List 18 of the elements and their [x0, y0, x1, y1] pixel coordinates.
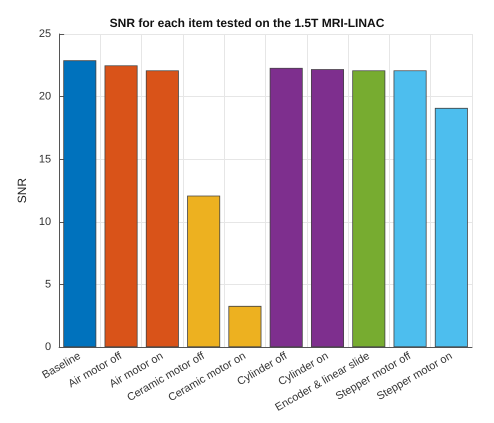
bar: [104, 65, 138, 348]
bar: [187, 196, 220, 348]
bar: [270, 68, 303, 348]
bar: [352, 70, 386, 348]
y-tick-label: 0: [45, 341, 52, 354]
y-tick-label: 20: [38, 90, 52, 103]
bar: [394, 70, 427, 348]
y-tick-label: 15: [38, 153, 52, 166]
chart-title: SNR for each item tested on the 1.5T MRI-LINAC: [110, 16, 385, 30]
bar: [63, 60, 96, 348]
y-tick-label: 10: [38, 216, 52, 228]
bar: [228, 306, 262, 348]
bar: [146, 70, 179, 348]
bar: [434, 108, 468, 348]
y-tick-label: 25: [38, 28, 52, 40]
bar: [310, 69, 344, 348]
y-axis-title: SNR: [15, 178, 29, 204]
y-tick-label: 5: [45, 278, 52, 291]
